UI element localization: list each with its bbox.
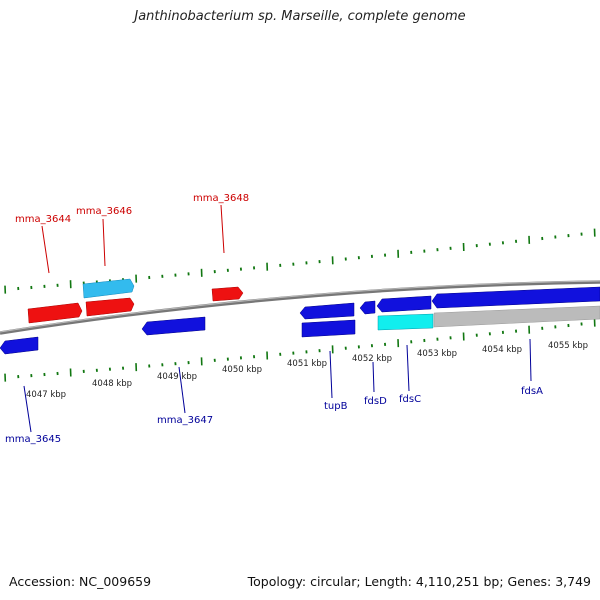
label-mma-3644[interactable]: mma_3644: [15, 214, 71, 225]
kbp-label: 4054 kbp: [482, 345, 522, 355]
kbp-label: 4048 kbp: [92, 379, 132, 389]
kbp-labels: 4047 kbp 4048 kbp 4049 kbp 4050 kbp 4051…: [26, 341, 588, 400]
leader-line: [329, 350, 333, 399]
gene-fdsC-rna[interactable]: [377, 313, 434, 331]
leader-line: [41, 225, 50, 274]
leader-line: [23, 385, 32, 433]
leader-line: [406, 344, 410, 392]
label-mma-3645[interactable]: mma_3645: [5, 434, 61, 445]
gene-tupB[interactable]: [301, 319, 356, 338]
gene-mma-3645[interactable]: [0, 336, 39, 355]
label-mma-3647[interactable]: mma_3647: [157, 415, 213, 426]
gene-fdsD[interactable]: [359, 300, 376, 315]
gene-fdsA[interactable]: [431, 286, 600, 309]
genome-backbone: [0, 280, 600, 335]
leader-line: [529, 338, 532, 382]
kbp-label: 4051 kbp: [287, 359, 327, 369]
leader-line: [220, 204, 225, 254]
kbp-label: 4052 kbp: [352, 354, 392, 364]
genome-backbone-highlight: [0, 280, 600, 333]
kbp-label: 4050 kbp: [222, 365, 262, 375]
gene-mma-3647[interactable]: [141, 316, 206, 336]
inner-tick-row: [4, 318, 596, 382]
kbp-label: 4055 kbp: [548, 341, 588, 351]
gene-mma-3646-rna[interactable]: [82, 278, 135, 299]
reverse-features: [0, 286, 600, 355]
label-tupB[interactable]: tupB: [324, 401, 348, 412]
topology-text: Topology: circular; Length: 4,110,251 bp…: [247, 574, 591, 589]
map-title: Janthinobacterium sp. Marseille, complet…: [134, 9, 466, 24]
leader-line: [178, 366, 186, 414]
gene-mma-3644[interactable]: [27, 302, 83, 324]
label-fdsA[interactable]: fdsA: [521, 386, 543, 397]
forward-features: [27, 278, 244, 324]
accession-text: Accession: NC_009659: [9, 574, 152, 589]
kbp-label: 4053 kbp: [417, 349, 457, 359]
reverse-gene-labels: mma_3645 mma_3647 tupB fdsD fdsC fdsA: [5, 338, 543, 445]
label-mma-3646[interactable]: mma_3646: [76, 206, 132, 217]
label-mma-3648[interactable]: mma_3648: [193, 193, 249, 204]
gene-fdsA-grey[interactable]: [433, 305, 600, 328]
label-fdsC[interactable]: fdsC: [399, 394, 421, 405]
gene-tupB-upper[interactable]: [299, 302, 355, 320]
kbp-label: 4047 kbp: [26, 390, 66, 400]
gene-mma-3648[interactable]: [211, 286, 244, 302]
leader-line: [372, 361, 375, 393]
kbp-label: 4049 kbp: [157, 372, 197, 382]
gene-fdsC[interactable]: [376, 295, 432, 313]
leader-line: [102, 218, 106, 267]
forward-gene-labels: mma_3644 mma_3646 mma_3648: [15, 193, 249, 274]
gene-mma-3646[interactable]: [85, 297, 135, 317]
label-fdsD[interactable]: fdsD: [364, 396, 387, 407]
